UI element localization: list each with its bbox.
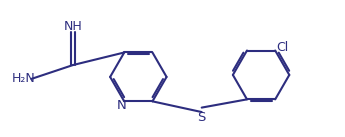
Text: S: S: [198, 111, 206, 124]
Text: N: N: [117, 99, 126, 112]
Text: H₂N: H₂N: [12, 72, 36, 85]
Text: Cl: Cl: [276, 41, 289, 54]
Text: NH: NH: [64, 20, 83, 33]
